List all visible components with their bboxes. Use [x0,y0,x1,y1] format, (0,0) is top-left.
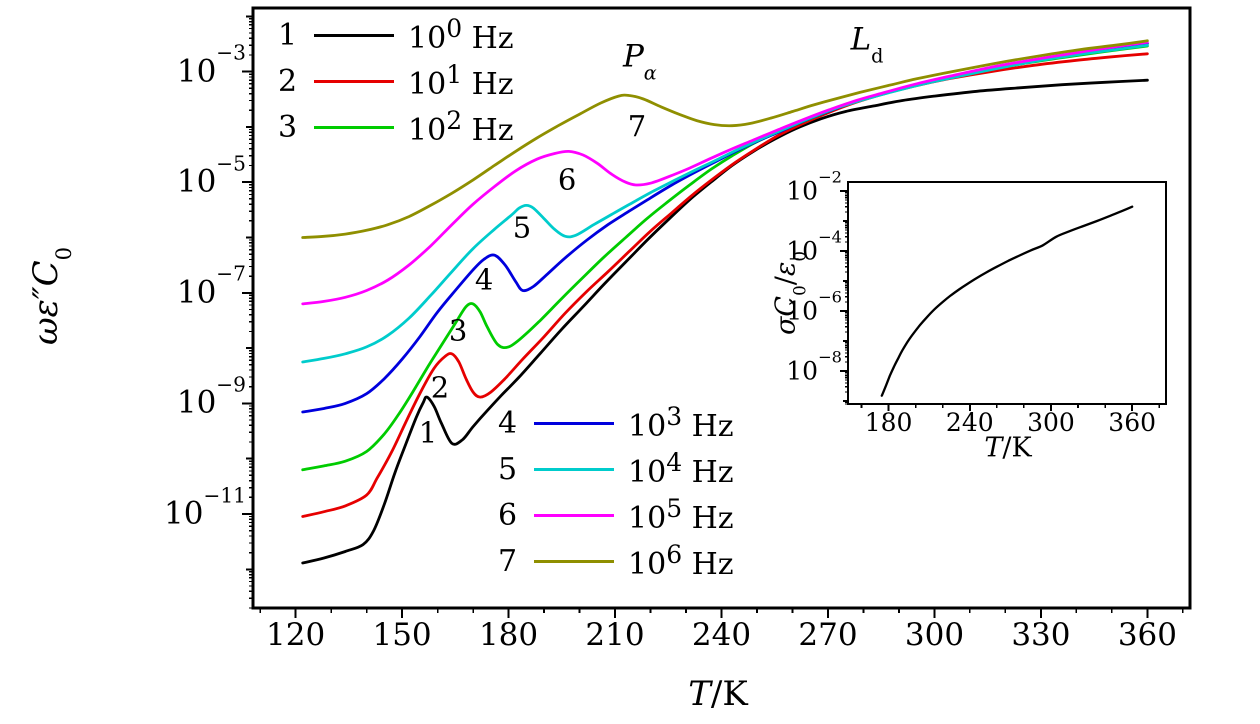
main-curve-5 [301,43,1149,364]
legend-entry-5: 5 104 Hz [498,446,734,492]
legend-entry-1: 1 100 Hz [278,12,514,58]
legend-line-sample [534,559,614,563]
inset-background [848,182,1166,404]
legend-entry-number: 4 [498,405,518,441]
legend-line-sample [314,79,394,83]
legend-line-sample [534,421,614,425]
legend-entry-number: 5 [498,451,518,487]
main-curve-7 [301,39,1149,239]
legend-entry-label: 100 Hz [408,14,514,56]
legend-entry-label: 104 Hz [628,448,734,490]
legend-entry-4: 4 103 Hz [498,400,734,446]
legend-entry-number: 7 [498,543,518,579]
main-curve-1 [301,78,1149,565]
legend-entry-label: 101 Hz [408,60,514,102]
legend-line-sample [314,33,394,37]
legend-line-sample [534,467,614,471]
legend-line-sample [314,125,394,129]
legend-entry-label: 102 Hz [408,106,514,148]
legend-entry-label: 106 Hz [628,540,734,582]
legend-entry-label: 103 Hz [628,402,734,444]
main-curve-6 [301,40,1149,306]
legend-entry-3: 3 102 Hz [278,104,514,150]
legend-entry-number: 6 [498,497,518,533]
legend-high-frequencies: 4 103 Hz 5 104 Hz 6 105 Hz 7 106 Hz [498,400,734,584]
legend-entry-label: 105 Hz [628,494,734,536]
legend-entry-6: 6 105 Hz [498,492,734,538]
inset-curve-1 [880,205,1134,397]
legend-entry-number: 3 [278,109,298,145]
legend-entry-2: 2 101 Hz [278,58,514,104]
legend-line-sample [534,513,614,517]
legend-low-frequencies: 1 100 Hz 2 101 Hz 3 102 Hz [278,12,514,150]
legend-entry-7: 7 106 Hz [498,538,734,584]
legend-entry-number: 1 [278,17,298,53]
legend-entry-number: 2 [278,63,298,99]
